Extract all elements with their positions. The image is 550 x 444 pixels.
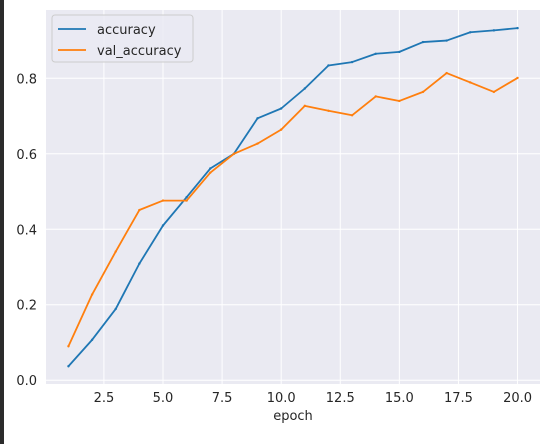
val-accuracy-point (185, 199, 188, 202)
plot-area (46, 10, 540, 384)
y-tick-label: 0.0 (16, 374, 37, 389)
val-accuracy-point (327, 109, 330, 112)
accuracy-point (114, 307, 117, 311)
accuracy-point (374, 52, 377, 55)
val-accuracy-point (374, 95, 377, 98)
accuracy-point (279, 107, 283, 110)
accuracy-point (209, 167, 212, 170)
x-tick-label: 2.5 (94, 391, 115, 406)
val-accuracy-point (161, 199, 165, 202)
legend-box (51, 14, 194, 63)
val-accuracy-point (279, 128, 283, 131)
y-tick-label: 0.2 (16, 299, 37, 314)
val-accuracy-point (67, 345, 70, 348)
accuracy-point (327, 64, 330, 67)
x-tick-label: 5.0 (153, 391, 174, 406)
val-accuracy-point (350, 114, 354, 117)
accuracy-point (256, 117, 259, 120)
val-accuracy-point (469, 81, 472, 84)
series-lines (67, 26, 519, 368)
val-accuracy-line (67, 72, 519, 348)
accuracy-point (469, 31, 472, 34)
val-accuracy-point (398, 99, 401, 103)
val-accuracy-point (138, 208, 141, 212)
accuracy-point (138, 262, 141, 265)
val-accuracy-point (209, 171, 212, 174)
y-axis-ticks: 0.0 0.2 0.4 0.6 0.8 (16, 72, 37, 389)
x-tick-label: 7.5 (212, 391, 233, 406)
x-axis-ticks: 2.5 5.0 7.5 10.0 12.5 15.0 17.5 20.0 (94, 391, 532, 406)
val-accuracy-point (232, 152, 236, 155)
legend-label-accuracy: accuracy (97, 23, 156, 38)
accuracy-point (67, 365, 70, 368)
y-tick-label: 0.4 (16, 223, 37, 238)
val-accuracy-point (445, 71, 448, 75)
accuracy-point (516, 26, 519, 30)
val-accuracy-point (90, 293, 94, 296)
legend: accuracy val_accuracy (51, 14, 194, 63)
grid-lines (46, 10, 540, 384)
x-tick-label: 10.0 (267, 391, 296, 406)
accuracy-point (161, 224, 165, 227)
y-tick-label: 0.6 (16, 148, 37, 163)
val-accuracy-point (303, 104, 307, 108)
x-tick-label: 17.5 (444, 391, 473, 406)
val-accuracy-point (114, 250, 117, 253)
x-tick-label: 12.5 (326, 391, 355, 406)
accuracy-point (185, 195, 188, 199)
accuracy-point (421, 40, 425, 44)
x-tick-label: 15.0 (385, 391, 414, 406)
val-accuracy-point (256, 142, 259, 145)
val-accuracy-point (492, 90, 496, 94)
accuracy-point (492, 29, 496, 32)
legend-label-val-accuracy: val_accuracy (97, 44, 182, 59)
x-axis-title: epoch (273, 409, 313, 424)
y-tick-label: 0.8 (16, 72, 37, 87)
x-tick-label: 20.0 (503, 391, 532, 406)
val-accuracy-point (516, 76, 519, 80)
accuracy-line (67, 27, 519, 368)
val-accuracy-point (421, 90, 425, 94)
window-edge (0, 0, 4, 444)
accuracy-point (445, 39, 448, 42)
accuracy-point (398, 50, 401, 54)
accuracy-point (90, 338, 94, 342)
accuracy-point (350, 60, 354, 64)
accuracy-point (303, 87, 307, 90)
